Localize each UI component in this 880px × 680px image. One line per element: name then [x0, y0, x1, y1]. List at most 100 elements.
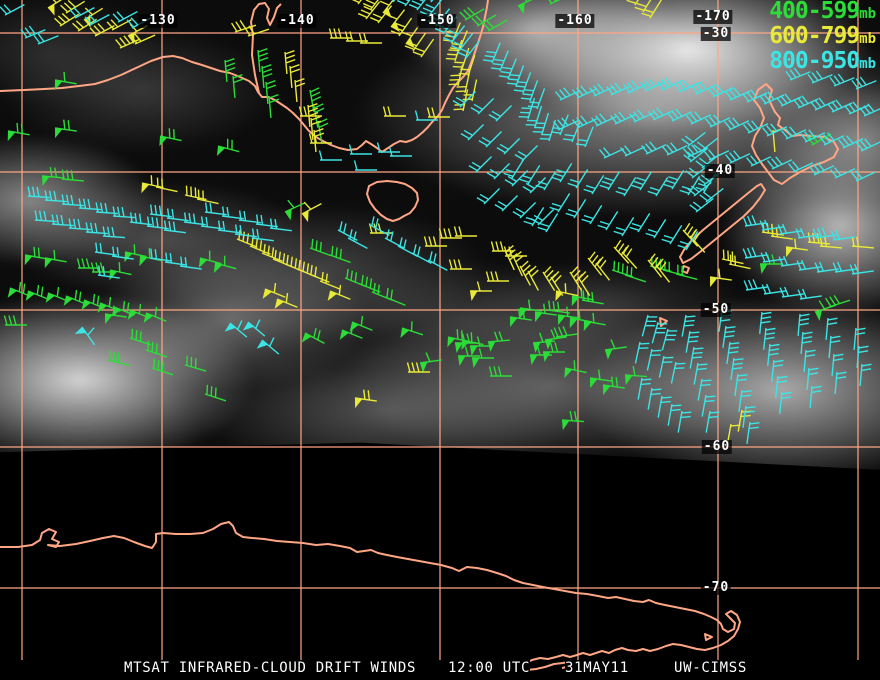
wind-barb: [471, 14, 497, 27]
wind-barb: [799, 129, 826, 143]
wind-barb: [317, 118, 329, 143]
wind-barb: [690, 81, 717, 95]
wind-barb: [855, 138, 880, 152]
wind-barb: [595, 256, 611, 281]
latitude-label: -60: [701, 439, 733, 454]
wind-barb: [523, 206, 545, 227]
wind-barb: [411, 244, 432, 264]
wind-barb: [812, 227, 837, 239]
wind-barb: [344, 31, 368, 42]
wind-barb: [645, 218, 667, 239]
wind-barb: [844, 101, 870, 115]
wind-barb: [487, 331, 510, 352]
wind-barb: [159, 128, 182, 147]
wind-barb: [400, 321, 424, 338]
wind-barb: [151, 358, 174, 376]
wind-barb: [535, 170, 557, 191]
product-source: UW-CIMSS: [674, 660, 748, 676]
wind-barb: [856, 345, 869, 368]
wind-barb: [589, 369, 612, 389]
wind-barb: [244, 25, 270, 37]
wind-barb: [115, 35, 141, 49]
wind-barb: [255, 214, 278, 228]
wind-barb: [442, 25, 466, 44]
wind-barb: [274, 292, 298, 309]
wind-barb: [742, 215, 767, 227]
wind-barb: [488, 104, 513, 122]
legend-unit: mb: [859, 56, 876, 72]
wind-barb: [561, 410, 584, 431]
wind-barb: [518, 97, 536, 120]
wind-barb: [33, 33, 59, 45]
wind-barb: [213, 255, 237, 274]
wind-barb: [284, 50, 296, 74]
wind-barb: [828, 335, 841, 358]
wind-barb: [406, 362, 430, 373]
wind-barb: [319, 271, 341, 290]
wind-barb: [238, 210, 261, 224]
wind-barb: [734, 373, 748, 396]
wind-barb: [485, 271, 509, 282]
wind-barb: [362, 0, 386, 10]
latitude-label: -30: [700, 26, 732, 41]
wind-barb: [112, 11, 138, 23]
wind-barb: [807, 70, 833, 84]
wind-barb: [348, 144, 372, 155]
wind-barb: [605, 82, 632, 96]
wind-barb: [814, 261, 839, 273]
wind-barb: [7, 281, 31, 298]
wind-barb: [634, 0, 656, 13]
longitude-label: -150: [417, 13, 457, 28]
wind-barb: [129, 212, 152, 226]
wind-barb: [853, 327, 866, 350]
wind-barb: [677, 410, 692, 433]
wind-barb: [530, 345, 552, 365]
wind-barb: [814, 300, 837, 322]
wind-barb: [265, 80, 277, 104]
product-title: MTSAT INFRARED-CLOUD DRIFT WINDS: [124, 660, 417, 676]
wind-barb: [705, 410, 720, 433]
wind-barb: [458, 346, 480, 366]
wind-barb: [328, 28, 352, 39]
wind-barb: [54, 119, 77, 139]
wind-barb: [412, 38, 435, 58]
wind-barb: [819, 236, 842, 249]
wind-barb: [738, 389, 752, 412]
wind-barb: [143, 306, 167, 323]
wind-barb: [571, 85, 598, 99]
wind-barb: [51, 214, 74, 227]
wind-barb: [859, 103, 880, 117]
legend-unit: mb: [859, 31, 876, 47]
wind-barb: [537, 212, 559, 233]
wind-barb: [289, 64, 301, 88]
wind-barb: [661, 328, 678, 351]
wind-barb: [45, 286, 69, 303]
wind-barb: [490, 241, 514, 252]
wind-barb: [851, 76, 877, 90]
wind-barb: [818, 132, 845, 146]
wind-barb: [621, 244, 638, 269]
wind-barb: [349, 315, 373, 332]
wind-barb: [426, 107, 450, 118]
wind-barb: [742, 247, 767, 259]
wind-barb: [404, 32, 427, 52]
pressure-level-legend: 400-599mb 600-799mb 800-950mb: [769, 0, 876, 75]
wind-barb: [553, 326, 578, 338]
wind-barb: [129, 328, 152, 346]
wind-barb: [662, 260, 685, 277]
wind-barb: [565, 198, 587, 219]
wind-barb: [130, 33, 156, 45]
wind-barb: [571, 287, 594, 307]
wind-barb: [221, 206, 244, 220]
wind-barb: [470, 281, 492, 301]
wind-barb: [453, 226, 477, 237]
legend-item-high: 400-599mb: [769, 0, 876, 25]
wind-barb: [384, 229, 405, 249]
wind-barb: [766, 156, 793, 170]
latitude-label: -50: [700, 302, 732, 317]
wind-barb: [478, 130, 503, 148]
wind-barb: [519, 164, 541, 185]
wind-barb: [44, 249, 67, 269]
